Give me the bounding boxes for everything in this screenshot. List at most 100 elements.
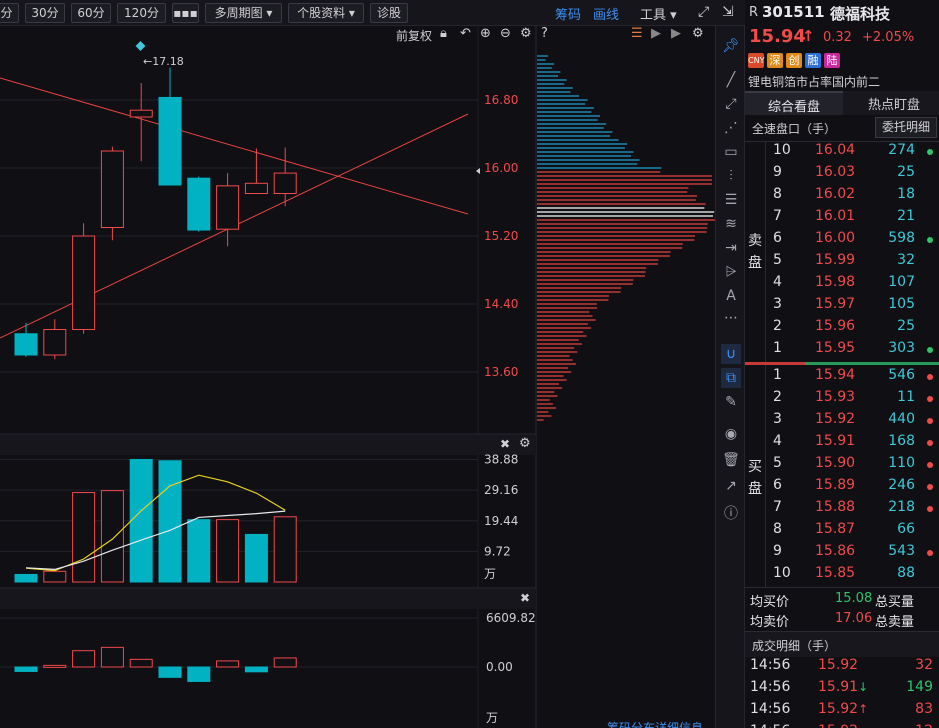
bid-row[interactable]: 3 15.92 440: [745, 411, 939, 433]
ask-row[interactable]: 5 15.99 32: [745, 252, 939, 274]
trade-price: 15.92↑: [818, 701, 869, 717]
bid-row[interactable]: 7 15.88 218: [745, 499, 939, 521]
change-dot-icon: [927, 506, 933, 512]
line-tool-icon[interactable]: ╱: [726, 72, 736, 88]
bid-row[interactable]: 6 15.89 246: [745, 477, 939, 499]
period-120min-button[interactable]: 120分: [117, 3, 166, 23]
node-tool-icon[interactable]: ⋰: [724, 120, 738, 136]
ask-row[interactable]: 1 15.95 303: [745, 340, 939, 362]
more-tools-icon[interactable]: ⋯: [724, 310, 738, 326]
bid-row[interactable]: 1 15.94 546: [745, 367, 939, 389]
adjust-mode-label[interactable]: 前复权: [396, 29, 433, 43]
concept-label[interactable]: 锂电铜箔市占率国内前二: [748, 75, 881, 89]
diagnose-button[interactable]: 诊股: [370, 3, 408, 23]
tools-dropdown[interactable]: 工具 ▾: [640, 8, 677, 23]
zoom-out-icon[interactable]: ⊖: [500, 26, 511, 41]
trade-volume: 83: [915, 701, 933, 717]
help-circle-icon[interactable]: ⓘ: [724, 506, 738, 522]
bid-volume: 543: [888, 543, 915, 559]
ask-row[interactable]: 10 16.04 274: [745, 142, 939, 164]
trade-row[interactable]: 14:56 15.91↓ 149: [745, 679, 939, 701]
ask-level: 2: [773, 318, 782, 334]
total-sell-label: 总卖量: [875, 615, 915, 630]
settings-gear-icon[interactable]: ⚙: [520, 26, 532, 41]
bid-row[interactable]: 10 15.85 88: [745, 565, 939, 587]
lock-icon[interactable]: 🔒︎: [440, 26, 447, 41]
volume-bar: [158, 460, 182, 583]
ask-volume: 25: [897, 318, 915, 334]
ask-row[interactable]: 3 15.97 105: [745, 296, 939, 318]
measure-tool-icon[interactable]: ⇥: [725, 240, 737, 256]
rect-tool-icon[interactable]: ▭: [724, 144, 738, 160]
trade-row[interactable]: 14:56 15.92 12: [745, 723, 939, 728]
fan-tool-icon[interactable]: ≋: [725, 216, 737, 232]
chart-canvas[interactable]: 16.80 16.00 15.20 14.40 13.60 38.88 29.16 19.44…: [0, 26, 715, 728]
signal-diamond-icon: [135, 41, 146, 51]
chip-mode-icon[interactable]: ☰: [631, 26, 643, 41]
fullscreen-icon[interactable]: ⤢: [698, 4, 710, 20]
macd-bar: [100, 646, 124, 668]
ask-volume: 598: [888, 230, 915, 246]
trade-volume: 12: [915, 723, 933, 728]
more-periods-button[interactable]: ▪▪▪: [172, 3, 199, 23]
bid-volume: 218: [888, 499, 915, 515]
ask-row[interactable]: 6 16.00 598: [745, 230, 939, 252]
quote-mode-label[interactable]: 全速盘口（手）: [752, 122, 837, 136]
ask-volume: 303: [888, 340, 915, 356]
trade-row[interactable]: 14:56 15.92 32: [745, 657, 939, 679]
total-buy-label: 总买量: [875, 595, 915, 610]
chip-play-icon[interactable]: ▶: [651, 26, 661, 41]
ray-tool-icon[interactable]: ⤢: [725, 96, 737, 112]
pin-icon[interactable]: 📌︎: [722, 38, 740, 54]
eye-icon[interactable]: ◉: [724, 426, 738, 442]
collapse-icon[interactable]: ⇲: [722, 4, 734, 20]
period-30min-button[interactable]: 30分: [25, 3, 65, 23]
tab-overview[interactable]: 综合看盘: [745, 91, 843, 115]
change-dot-icon: [927, 462, 933, 468]
bid-row[interactable]: 2 15.93 11: [745, 389, 939, 411]
bid-row[interactable]: 5 15.90 110: [745, 455, 939, 477]
ask-row[interactable]: 7 16.01 21: [745, 208, 939, 230]
multi-period-dropdown[interactable]: 多周期图 ▾: [205, 3, 282, 23]
fib-tool-icon[interactable]: ☰: [724, 192, 738, 208]
macd-close-icon[interactable]: ✖: [520, 591, 531, 605]
tab-hot-watch-label: 热点盯盘: [868, 98, 921, 113]
chip-next-icon[interactable]: ▶: [671, 26, 681, 41]
chip-settings-icon[interactable]: ⚙: [692, 26, 704, 41]
period-minute-button[interactable]: 分: [0, 3, 19, 23]
avg-sell-label: 均卖价: [750, 615, 790, 630]
bid-level: 10: [773, 565, 791, 581]
stock-info-dropdown[interactable]: 个股资料 ▾: [288, 3, 364, 23]
ask-row[interactable]: 8 16.02 18: [745, 186, 939, 208]
trash-icon[interactable]: 🗑︎: [722, 452, 740, 468]
chip-detail-link[interactable]: 筹码分布详细信息: [607, 721, 704, 728]
text-tool-icon[interactable]: A: [726, 288, 736, 304]
ask-row[interactable]: 9 16.03 25: [745, 164, 939, 186]
undo-icon[interactable]: ↶: [460, 26, 471, 41]
ask-row[interactable]: 2 15.96 25: [745, 318, 939, 340]
bid-row[interactable]: 4 15.91 168: [745, 433, 939, 455]
trades-header[interactable]: 成交明细（手）: [745, 631, 939, 657]
volume-bar: [216, 519, 240, 583]
wave-tool-icon[interactable]: ⩥: [725, 264, 737, 280]
copy-icon[interactable]: ⧉: [721, 368, 741, 388]
chip-distribution-link[interactable]: 筹码: [555, 8, 582, 23]
tab-hot-watch[interactable]: 热点盯盘: [843, 91, 939, 115]
channel-tool-icon[interactable]: ⫶: [729, 168, 733, 184]
bid-row[interactable]: 9 15.86 543: [745, 543, 939, 565]
magnet-icon[interactable]: ∪: [721, 344, 741, 364]
zoom-in-icon[interactable]: ⊕: [480, 26, 491, 41]
trade-row[interactable]: 14:56 15.92↑ 83: [745, 701, 939, 723]
bid-row[interactable]: 8 15.87 66: [745, 521, 939, 543]
ask-price: 15.95: [815, 340, 856, 356]
period-60min-button[interactable]: 60分: [71, 3, 111, 23]
export-icon[interactable]: ↗: [725, 478, 737, 494]
volume-settings-icon[interactable]: ⚙: [519, 436, 531, 451]
drawing-toolbar: 📌︎ ╱ ⤢ ⋰ ▭ ⫶ ☰ ≋ ⇥ ⩥ A ⋯ ∪ ⧉ ✎ ◉ 🗑︎ ↗ ⓘ: [715, 26, 745, 728]
help-icon[interactable]: ?: [541, 26, 548, 41]
volume-close-icon[interactable]: ✖: [500, 437, 511, 451]
eraser-icon[interactable]: ✎: [725, 394, 737, 410]
order-detail-button[interactable]: 委托明细: [875, 117, 937, 138]
draw-line-link[interactable]: 画线: [593, 8, 620, 23]
ask-row[interactable]: 4 15.98 107: [745, 274, 939, 296]
